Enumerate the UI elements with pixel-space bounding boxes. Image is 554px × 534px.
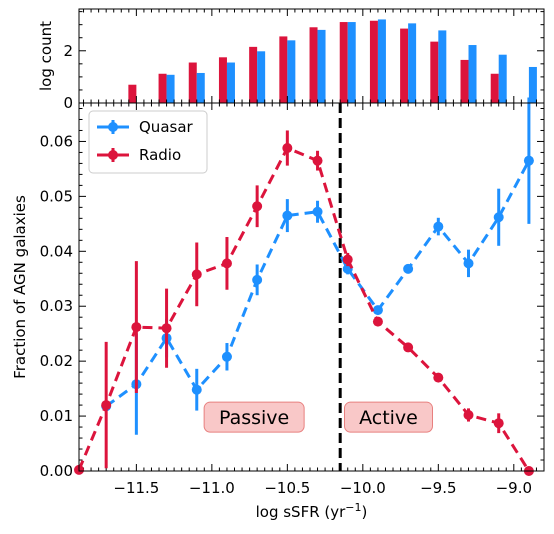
legend-radio-marker [108,150,118,160]
hist-bar-quasar [196,72,205,103]
hist-bar-quasar [166,74,175,103]
quasar-point [493,212,504,223]
series-layer [74,97,534,476]
quasar-point [463,258,474,269]
radio-point [101,400,112,411]
hist-bar-radio [158,73,167,103]
main-x-tick-label: −10.0 [340,479,386,497]
quasar-point [433,221,444,232]
hist-bar-radio [400,28,409,103]
hist-bar-radio [430,41,439,103]
hist-bar-radio [279,36,288,103]
main-x-tick-label: −10.5 [264,479,310,497]
radio-point [312,155,323,166]
annotation-label: Active [359,407,418,429]
quasar-point [221,351,232,362]
radio-point [131,322,142,333]
hist-bar-quasar [317,29,326,104]
radio-point [372,316,383,327]
main-x-tick-label: −9.0 [496,479,532,497]
quasar-point [282,210,293,221]
radio-point [433,372,444,383]
hist-bar-radio [369,20,378,103]
radio-point [221,258,232,269]
radio-point [252,201,263,212]
top-y-tick-label: 0 [63,94,73,112]
x-axis-label-superscript: −1 [345,501,361,514]
quasar-point [252,274,263,285]
annotation-box [203,401,305,433]
hist-bar-radio [188,62,197,103]
annotation-passive: Passive [203,401,305,433]
quasar-line [105,159,531,408]
hist-bar-quasar [377,19,386,104]
hist-bar-radio [309,27,318,103]
legend-quasar-marker [108,122,118,132]
main-x-tick-label: −11.0 [189,479,235,497]
quasar-point [312,206,323,217]
hist-bar-radio [490,73,499,103]
hist-bar-radio [460,59,469,103]
main-y-tick-label: 0.00 [40,462,73,480]
legend-radio-label: Radio [139,146,181,164]
main-y-tick-label: 0.01 [40,407,73,425]
main-ticks: 0.00 0.01 0.02 0.03 0.04 0.05 0.06 −11.5 −11.0 −1… [40,103,545,497]
hist-bar-quasar [226,62,235,103]
x-axis-label-main: log sSFR (yr [256,503,347,521]
main-x-tick-label: −11.5 [113,479,159,497]
radio-point [342,254,353,265]
legend-entries: Quasar Radio [97,118,194,164]
main-y-tick-label: 0.05 [40,187,73,205]
hist-bar-radio [128,84,137,103]
hist-bar-quasar [438,30,447,104]
radio-point [191,269,202,280]
hist-bar-quasar [347,22,356,103]
hist-bar-quasar [528,66,537,103]
radio-line [77,146,531,472]
annotation-layer: Passive Active [203,401,433,433]
main-panel: 0.00 0.01 0.02 0.03 0.04 0.05 0.06 −11.5 −11.0 −1… [11,97,545,521]
quasar-point [372,305,383,316]
x-axis-label-close: ) [362,503,368,521]
radio-point [282,143,293,154]
annotation-label: Passive [219,407,289,429]
main-x-axis-label: log sSFR (yr−1) [256,501,368,521]
radio-point [463,409,474,420]
main-y-axis-label: Fraction of AGN galaxies [11,195,29,379]
hist-bar-quasar [287,40,296,103]
main-y-tick-label: 0.03 [40,297,73,315]
hist-bar-quasar [468,45,477,103]
top-y-axis-label: log count [37,21,55,91]
main-y-tick-label: 0.06 [40,132,73,150]
hist-bar-quasar [257,51,266,103]
hist-bar-radio [249,46,258,103]
series-quasar [101,97,534,435]
hist-bar-radio [218,57,227,103]
main-x-tick-label: −9.5 [420,479,456,497]
radio-point [403,342,414,353]
hist-bar-quasar [498,54,507,103]
hist-bar-radio [339,22,348,103]
annotation-active: Active [343,401,433,433]
hist-bar-quasar [408,23,417,103]
quasar-point [523,155,534,166]
radio-point [493,418,504,429]
quasar-point [403,263,414,274]
radio-point [161,323,172,334]
legend: Quasar Radio [88,110,208,174]
series-radio [74,130,534,476]
top-y-tick-label: 2 [63,42,73,60]
legend-quasar-label: Quasar [139,118,194,136]
main-frame [78,102,545,472]
main-y-tick-label: 0.02 [40,352,73,370]
quasar-point [191,384,202,395]
main-y-tick-label: 0.04 [40,242,73,260]
annotation-box [343,401,433,433]
top-panel: 0 2 log count [37,8,545,112]
top-bars [128,19,537,104]
